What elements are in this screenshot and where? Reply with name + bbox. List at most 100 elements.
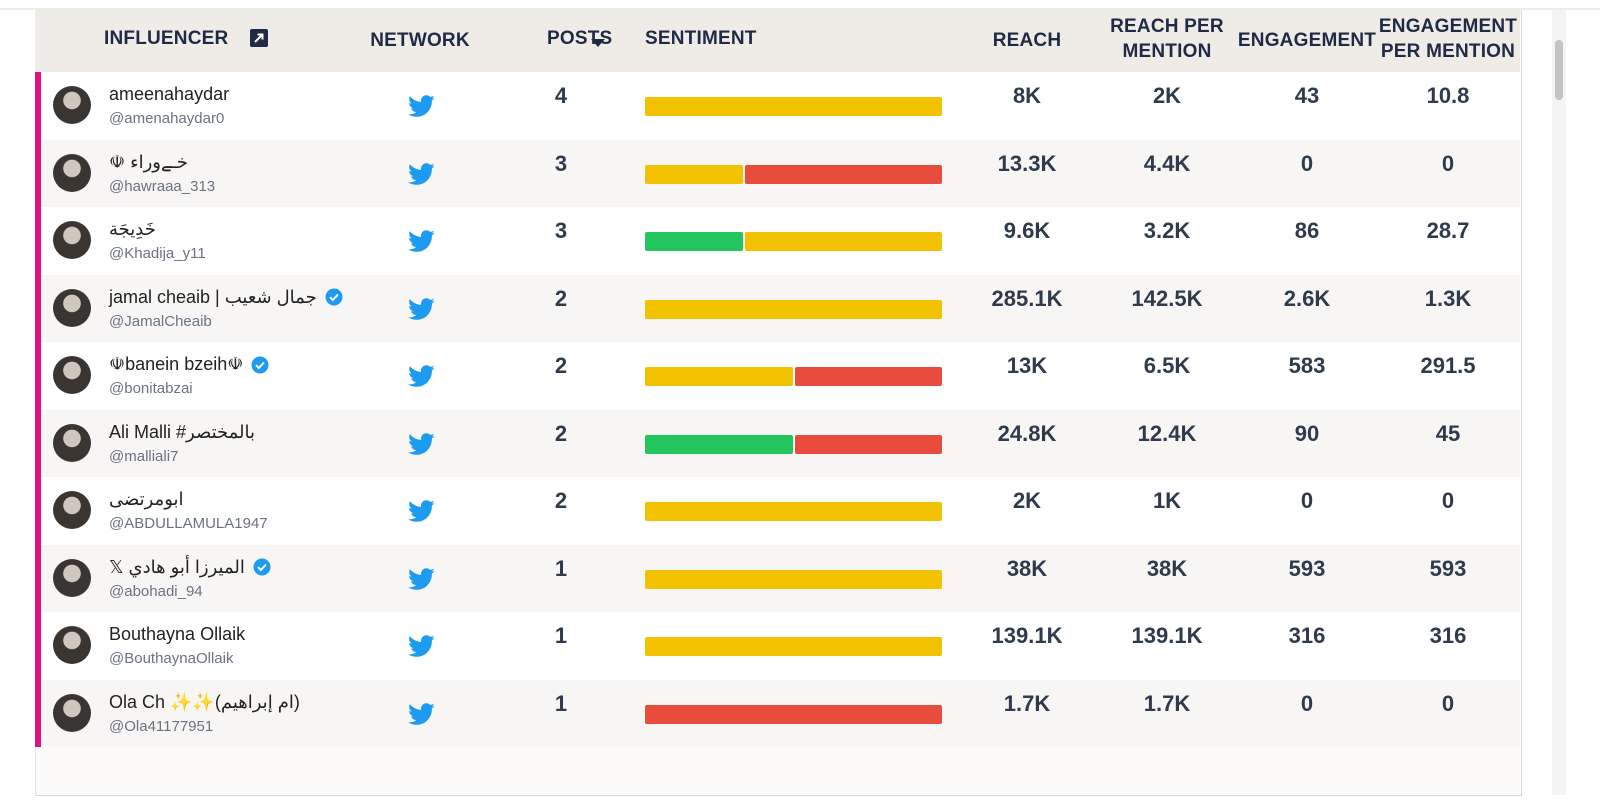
external-link-icon: [250, 29, 268, 47]
reach-per-mention-value: 142.5K: [1131, 285, 1203, 311]
influencer-handle: @ABDULLAMULA1947: [109, 515, 268, 532]
engagement-value: 43: [1294, 83, 1320, 108]
sentiment-bar: [645, 704, 942, 724]
reach-value: 24.8K: [997, 420, 1057, 446]
row-accent: [35, 477, 41, 545]
reach-header[interactable]: REACH: [992, 30, 1062, 51]
reach-per-mention-value: 139.1K: [1131, 623, 1203, 648]
influencer-header[interactable]: INFLUENCER: [104, 28, 229, 49]
table-row[interactable]: خـےوراء ☫ @hawraaa_313 3 13.3K 4.4K 0 0: [35, 139, 1520, 207]
influencer-handle: @malliali7: [109, 447, 179, 465]
engagement-value: 90: [1294, 420, 1320, 446]
avatar[interactable]: [53, 626, 91, 664]
influencer-handle: @JamalCheaib: [109, 312, 212, 330]
table-header: [35, 10, 1520, 72]
avatar[interactable]: [53, 491, 91, 529]
table-row[interactable]: الميرزا أبو هادي 𝕏 @abohadi_94 1 38K 38K 593 5…: [35, 544, 1520, 612]
posts-count: 2: [554, 488, 568, 513]
row-accent: [35, 72, 41, 140]
twitter-icon: [408, 297, 435, 320]
influencer-name[interactable]: الميرزا أبو هادي 𝕏: [109, 557, 271, 578]
sentiment-header[interactable]: SENTIMENT: [645, 28, 757, 49]
scrollbar-thumb[interactable]: [1555, 40, 1563, 100]
table-row[interactable]: Ola Ch ✨✨(ام إبراهيم) @Ola41177951 1 1.7K 1.…: [35, 679, 1520, 747]
avatar[interactable]: [53, 356, 91, 394]
twitter-icon: [408, 230, 435, 252]
sentiment-segment: [645, 434, 793, 454]
table-row[interactable]: ameenahaydar @amenahaydar0 4 8K 2K 43 10.8: [35, 72, 1520, 140]
sentiment-segment: [745, 232, 942, 251]
sentiment-bar: [645, 164, 942, 184]
table-row[interactable]: خَدِيجَة @Khadija_y11 3 9.6K 3.2K 86 28.7: [35, 207, 1520, 275]
avatar[interactable]: [53, 423, 91, 462]
reach-per-mention-value: 1K: [1152, 488, 1182, 513]
avatar[interactable]: [53, 221, 91, 259]
scrollbar[interactable]: [1552, 10, 1566, 795]
sentiment-segment: [645, 637, 942, 656]
avatar[interactable]: [53, 86, 91, 124]
top-border: [0, 8, 1600, 10]
engagement-value: 0: [1300, 150, 1314, 176]
verified-badge: [325, 288, 343, 306]
row-accent: [35, 409, 41, 477]
avatar[interactable]: [53, 693, 91, 732]
engagement-value: 583: [1288, 353, 1326, 378]
engagement-per-mention-value: 10.8: [1426, 83, 1470, 108]
table-row[interactable]: ☫banein bzeih☫ @bonitabzai 2 13K 6.5K 583 291.…: [35, 342, 1520, 410]
influencer-name[interactable]: خـےوراء ☫: [109, 152, 188, 173]
sentiment-bar: [645, 367, 942, 386]
influencer-name[interactable]: Ola Ch ✨✨(ام إبراهيم): [109, 692, 300, 713]
sentiment-segment: [645, 164, 744, 184]
sentiment-segment: [645, 97, 942, 116]
table-row[interactable]: ابومرتضى @ABDULLAMULA1947 2 2K 1K 0 0: [35, 477, 1520, 545]
network-header[interactable]: NETWORK: [370, 30, 470, 51]
posts-count: 1: [554, 690, 568, 716]
influencer-name-text: Ali Malli #بالمختصر: [109, 421, 256, 442]
reach-per-mention-value: 12.4K: [1137, 420, 1197, 446]
reach-per-mention-value: 6.5K: [1143, 353, 1191, 378]
table-row[interactable]: Ali Malli #بالمختصر @malliali7 2 24.8K 12.4K…: [35, 409, 1520, 477]
avatar[interactable]: [53, 558, 91, 597]
avatar[interactable]: [53, 153, 91, 192]
reach-value: 285.1K: [991, 285, 1063, 311]
avatar[interactable]: [53, 288, 91, 327]
table-row[interactable]: jamal cheaib | جمال شعيب @JamalCheaib 2 285…: [35, 274, 1520, 342]
engagement-per-mention-value: 291.5: [1420, 353, 1476, 378]
posts-count: 3: [554, 218, 568, 243]
influencer-handle: @bonitabzai: [109, 380, 193, 397]
influencer-handle: @Ola41177951: [109, 717, 214, 735]
reach-value: 139.1K: [991, 623, 1063, 648]
twitter-icon: [408, 432, 435, 455]
engagement-per-mention-value: 316: [1429, 623, 1467, 648]
sentiment-segment: [645, 367, 793, 386]
influencer-handle: @hawraaa_313: [109, 177, 216, 195]
posts-count: 2: [554, 420, 568, 446]
posts-count: 2: [554, 353, 568, 378]
engagement-value: 0: [1300, 690, 1314, 716]
engagement-per-mention-value: 0: [1441, 488, 1455, 513]
sentiment-segment: [645, 299, 942, 319]
sentiment-bar: [645, 502, 942, 521]
reach-per-mention-value: 1.7K: [1143, 690, 1191, 716]
influencer-name[interactable]: ☫banein bzeih☫: [109, 354, 269, 375]
row-accent: [35, 679, 41, 747]
row-accent: [35, 612, 41, 680]
reach-per-mention-value: 2K: [1152, 83, 1182, 108]
reach-value: 9.6K: [1003, 218, 1051, 243]
engagement-header[interactable]: ENGAGEMENT: [1237, 30, 1377, 51]
influencer-name-text: Bouthayna Ollaik: [109, 624, 246, 644]
influencer-name[interactable]: jamal cheaib | جمال شعيب: [109, 287, 343, 308]
row-accent: [35, 207, 41, 275]
influencer-name[interactable]: ابومرتضى: [109, 489, 184, 510]
influencer-name[interactable]: ameenahaydar: [109, 84, 229, 105]
reach-per-mention-header[interactable]: REACH PER MENTION: [1110, 16, 1224, 62]
table-row[interactable]: Bouthayna Ollaik @BouthaynaOllaik 1 139.1K 1…: [35, 612, 1520, 680]
influencer-name[interactable]: خَدِيجَة: [109, 219, 156, 240]
influencer-name[interactable]: Bouthayna Ollaik: [109, 624, 245, 645]
twitter-icon: [408, 702, 435, 725]
influencer-name-text: ابومرتضى: [109, 489, 184, 509]
reach-value: 2K: [1012, 488, 1042, 513]
engagement-per-mention-header[interactable]: ENGAGEMENT PER MENTION: [1378, 16, 1518, 62]
influencer-name-text: خـےوراء ☫: [109, 151, 188, 172]
influencer-name[interactable]: Ali Malli #بالمختصر: [109, 422, 255, 443]
